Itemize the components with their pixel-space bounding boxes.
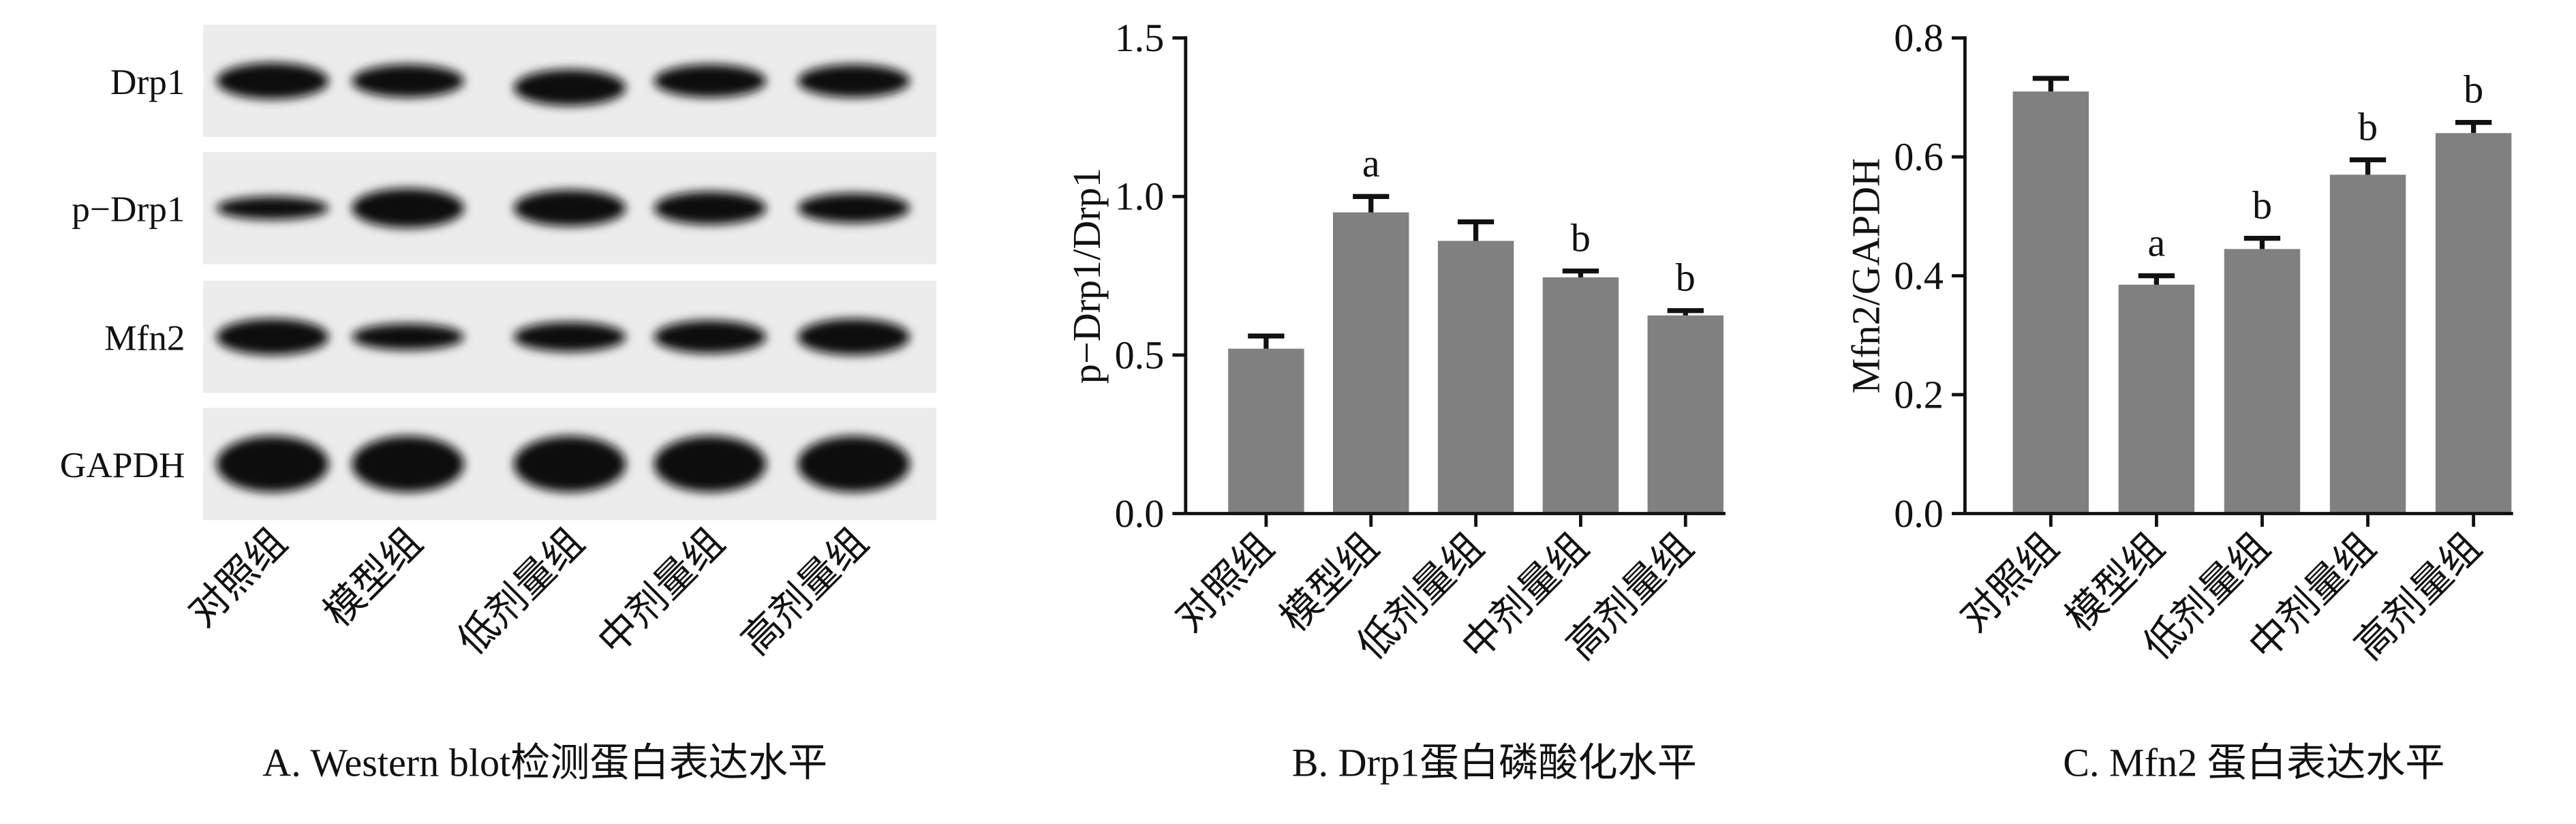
- blot-lane-label: 低剂量组: [449, 520, 592, 663]
- significance-label: b: [1571, 216, 1591, 260]
- blot-band: [352, 188, 464, 228]
- blot-band: [797, 64, 910, 97]
- blot-row-label: GAPDH: [60, 445, 185, 485]
- blot-band: [513, 189, 626, 226]
- bar: [2435, 133, 2512, 514]
- blot-band: [352, 323, 464, 350]
- x-tick-label: 对照组: [1167, 525, 1282, 640]
- error-bar: [1353, 194, 1390, 213]
- bar: [2329, 174, 2406, 514]
- y-tick-label: 1.5: [1115, 16, 1165, 60]
- bar: [2224, 249, 2301, 514]
- error-bar: [2349, 157, 2387, 175]
- error-bar: [2455, 119, 2492, 134]
- blot-band: [654, 192, 767, 225]
- blot-band: [797, 436, 910, 493]
- significance-label: b: [2464, 67, 2483, 112]
- blot-lane-label: 中剂量组: [589, 520, 733, 663]
- blot-band: [654, 64, 767, 97]
- blot-band: [797, 193, 910, 224]
- error-bar: [1667, 308, 1704, 316]
- bar: [2012, 91, 2089, 514]
- error-bar: [2138, 273, 2175, 285]
- blot-band: [216, 196, 329, 220]
- blot-band: [654, 436, 767, 493]
- blot-band: [352, 436, 464, 493]
- bar: [1228, 348, 1304, 514]
- blot-band: [654, 320, 767, 354]
- blot-band: [216, 318, 329, 355]
- blot-band: [513, 69, 626, 106]
- y-axis-title: p−Drp1/Drp1: [1064, 168, 1109, 384]
- y-tick-label: 0.4: [1894, 254, 1944, 298]
- error-bar: [1457, 219, 1494, 241]
- error-bar: [2032, 76, 2070, 92]
- blot-lane-label: 模型组: [316, 520, 431, 635]
- x-tick-label: 对照组: [1952, 525, 2067, 640]
- bar: [1542, 277, 1619, 514]
- caption: C. Mfn2 蛋白表达水平: [2063, 741, 2444, 785]
- blot-row-label: Mfn2: [104, 318, 185, 358]
- blot-band: [352, 64, 464, 97]
- y-tick-label: 0.6: [1894, 135, 1944, 179]
- bar: [2118, 284, 2195, 514]
- blot-band: [216, 63, 329, 100]
- blot-lane-label: 高剂量组: [733, 520, 876, 663]
- blot-band: [513, 436, 626, 493]
- caption: B. Drp1蛋白磷酸化水平: [1292, 741, 1697, 785]
- error-bar: [1562, 269, 1599, 277]
- significance-label: b: [1676, 256, 1696, 300]
- y-axis-title: Mfn2/GAPDH: [1843, 158, 1888, 394]
- bar: [1437, 241, 1514, 514]
- error-bar: [1248, 333, 1285, 349]
- blot-band: [216, 436, 329, 493]
- significance-label: a: [1362, 141, 1380, 185]
- error-bar: [2243, 236, 2281, 249]
- y-tick-label: 0.0: [1115, 491, 1165, 536]
- bar: [1333, 212, 1409, 514]
- y-tick-label: 0.5: [1115, 333, 1165, 377]
- y-tick-label: 0.0: [1894, 491, 1944, 536]
- y-tick-label: 0.8: [1894, 16, 1944, 60]
- blot-band: [797, 318, 910, 355]
- caption: A. Western blot检测蛋白表达水平: [262, 741, 827, 785]
- blot-row-label: Drp1: [110, 62, 185, 102]
- blot-row-label: p−Drp1: [72, 189, 185, 230]
- significance-label: b: [2252, 183, 2272, 228]
- blot-lane-label: 对照组: [180, 520, 295, 635]
- y-tick-label: 1.0: [1115, 174, 1165, 219]
- significance-label: a: [2148, 221, 2166, 265]
- bar: [1647, 315, 1724, 514]
- blot-band: [513, 322, 626, 352]
- significance-label: b: [2358, 104, 2378, 149]
- y-tick-label: 0.2: [1894, 372, 1944, 416]
